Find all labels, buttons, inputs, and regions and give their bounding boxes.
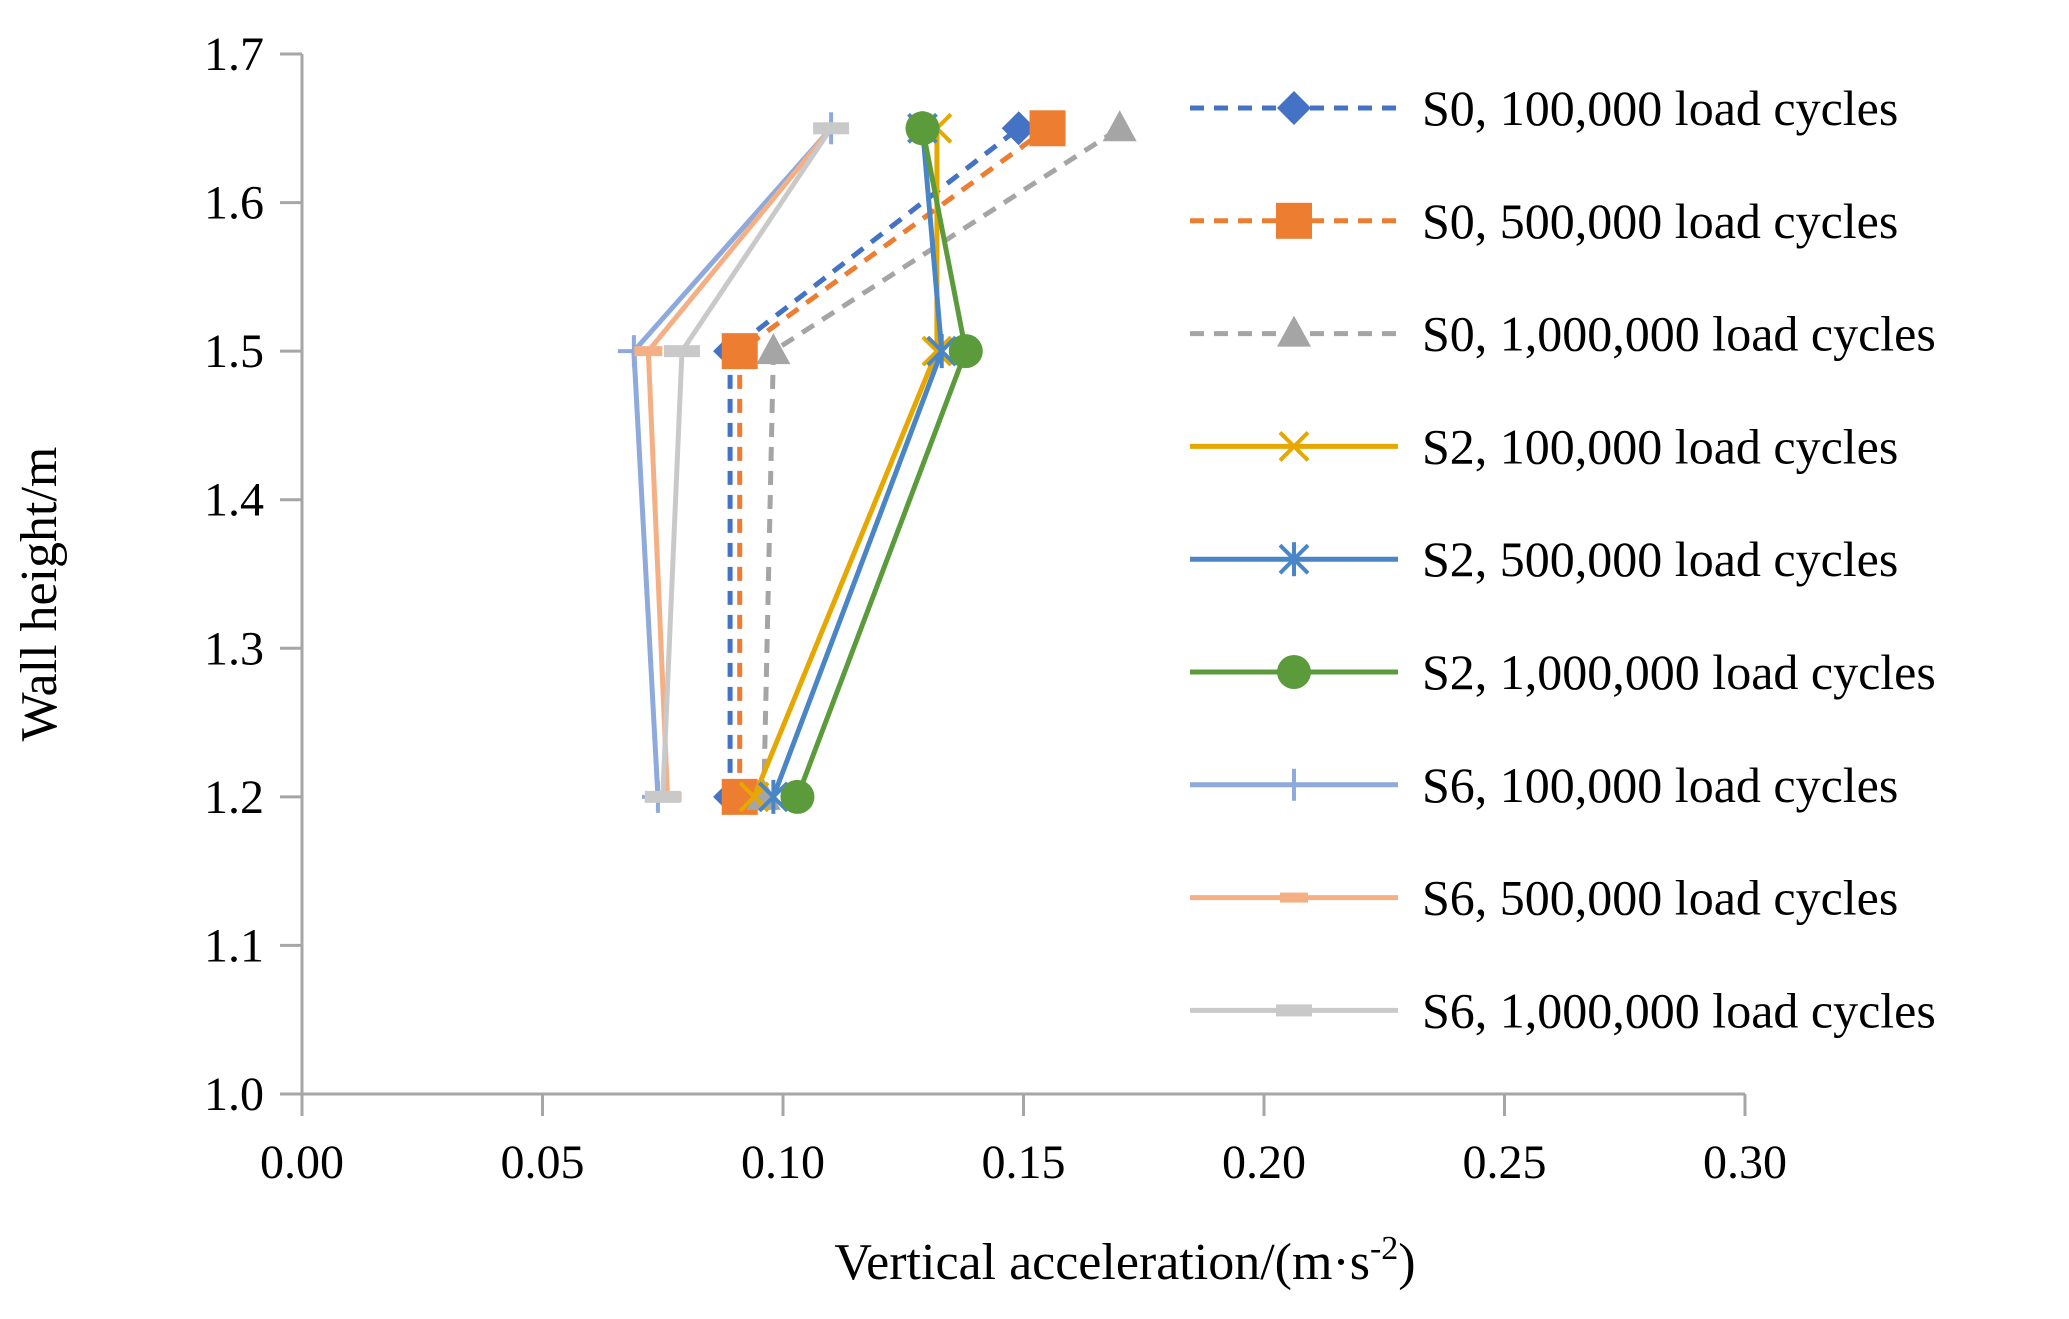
legend-label: S2, 100,000 load cycles	[1422, 418, 1898, 474]
x-axis-title-superscript: -2	[1370, 1230, 1398, 1267]
data-point	[780, 779, 815, 814]
legend-marker	[1278, 430, 1310, 462]
y-tick-label: 1.1	[204, 919, 264, 972]
series-line	[771, 128, 945, 798]
legend-label: S6, 100,000 load cycles	[1422, 757, 1898, 813]
legend-label: S0, 500,000 load cycles	[1422, 193, 1898, 249]
data-point	[1029, 110, 1066, 147]
legend-item: S6, 100,000 load cycles	[1190, 757, 1898, 813]
legend-item: S0, 1,000,000 load cycles	[1190, 306, 1936, 362]
data-point	[663, 345, 700, 358]
data-point	[721, 333, 758, 370]
y-tick-label: 1.7	[204, 28, 264, 81]
legend-label: S2, 1,000,000 load cycles	[1422, 644, 1936, 700]
series-6	[780, 111, 983, 814]
legend-item: S6, 500,000 load cycles	[1190, 870, 1898, 926]
y-tick-label: 1.5	[204, 325, 264, 378]
data-point	[756, 333, 791, 365]
series-line	[795, 127, 969, 798]
y-tick-label: 1.2	[204, 771, 264, 824]
series-9	[644, 122, 850, 803]
x-tick-label: 0.00	[260, 1136, 344, 1189]
x-tick-label: 0.25	[1463, 1136, 1547, 1189]
y-tick-label: 1.3	[204, 622, 264, 675]
data-point	[921, 335, 953, 367]
axes: 1.0 1.1 1.2 1.3 1.4 1.5 1.6 1.7 0.00 0.05 0.10 0.15…	[204, 28, 1787, 1189]
data-point	[634, 346, 663, 357]
x-axis-title-main: Vertical acceleration/(m·s	[834, 1234, 1370, 1291]
legend-label: S0, 1,000,000 load cycles	[1422, 306, 1936, 362]
legend-label: S2, 500,000 load cycles	[1422, 531, 1898, 587]
x-tick-label: 0.15	[982, 1136, 1066, 1189]
series-line	[727, 126, 1021, 797]
legend-label: S0, 100,000 load cycles	[1422, 80, 1898, 136]
plot-area	[617, 110, 1137, 815]
legend-item: S0, 100,000 load cycles	[1190, 80, 1898, 136]
legend-label: S6, 1,000,000 load cycles	[1422, 982, 1936, 1038]
data-point	[905, 111, 940, 146]
legend-marker	[1278, 542, 1310, 577]
x-tick-label: 0.05	[501, 1136, 585, 1189]
legend-marker	[1277, 315, 1311, 347]
data-point	[926, 334, 958, 369]
x-tick-label: 0.20	[1222, 1136, 1306, 1189]
legend-item: S6, 1,000,000 load cycles	[1190, 982, 1936, 1038]
y-tick-label: 1.6	[204, 177, 264, 230]
legend-marker	[1277, 655, 1311, 689]
x-axis-title-suffix: )	[1398, 1234, 1415, 1291]
legend-item: S2, 500,000 load cycles	[1190, 531, 1898, 587]
y-tick-label: 1.0	[204, 1068, 264, 1121]
x-axis-title: Vertical acceleration/(m·s-2)	[834, 1230, 1415, 1291]
y-axis-title: Wall height/m	[11, 447, 68, 742]
legend-marker	[1277, 91, 1311, 125]
legend-marker	[1280, 892, 1308, 903]
x-tick-label: 0.10	[741, 1136, 825, 1189]
data-point	[757, 779, 789, 814]
x-tick-label: 0.30	[1703, 1136, 1787, 1189]
data-point	[1102, 110, 1137, 142]
legend: S0, 100,000 load cycles S0, 500,000 load …	[1190, 80, 1936, 1038]
legend-marker	[1276, 202, 1312, 239]
legend-item: S2, 100,000 load cycles	[1190, 418, 1898, 474]
data-point	[948, 334, 983, 369]
legend-marker	[1278, 768, 1310, 801]
data-point	[644, 790, 681, 803]
data-point	[1001, 111, 1036, 146]
legend-item: S2, 1,000,000 load cycles	[1190, 644, 1936, 700]
legend-item: S0, 500,000 load cycles	[1190, 193, 1898, 249]
y-tick-label: 1.4	[204, 474, 264, 527]
data-point	[813, 122, 850, 135]
legend-label: S6, 500,000 load cycles	[1422, 870, 1898, 926]
legend-marker	[1276, 1004, 1312, 1017]
